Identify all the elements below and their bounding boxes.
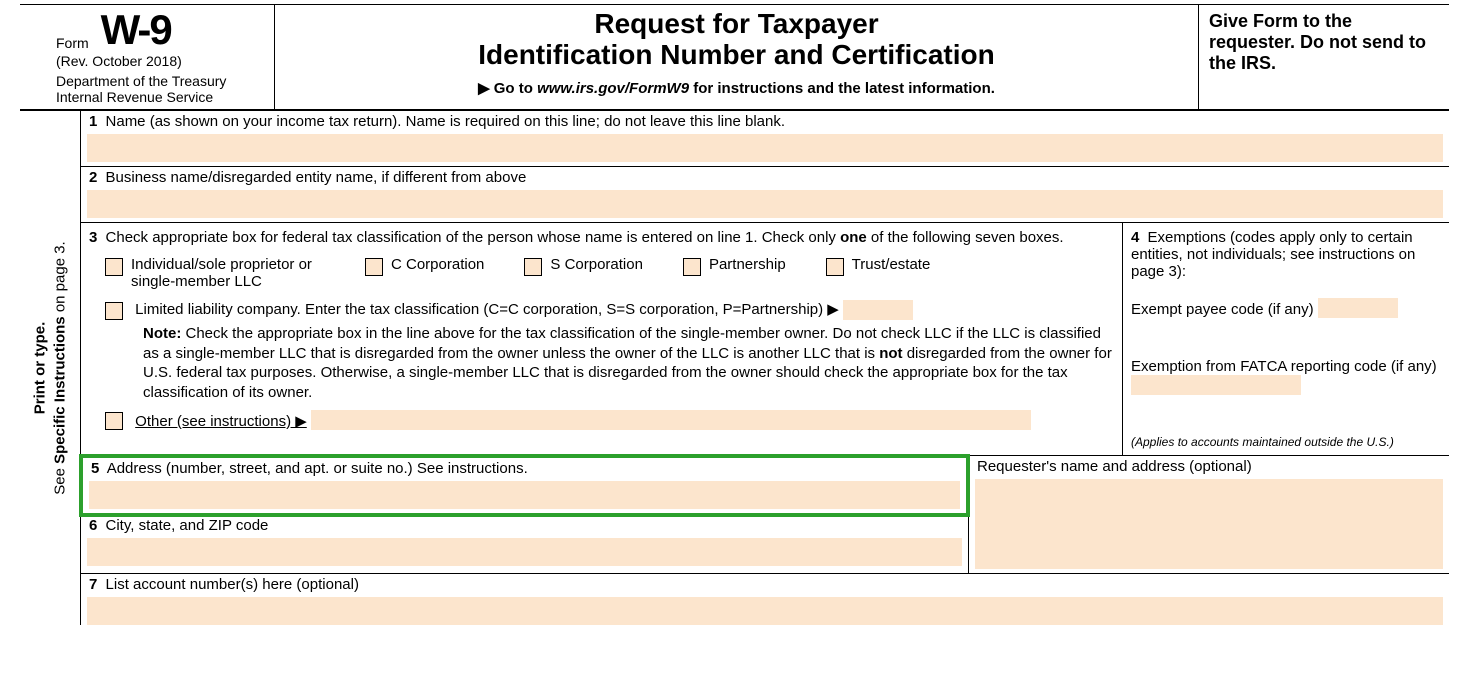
business-name-input[interactable]: [87, 190, 1443, 218]
row-1-num: 1: [89, 113, 97, 130]
row-4-label: Exemptions (codes apply only to certain …: [1131, 229, 1415, 280]
cb-individual-label: Individual/sole proprietor or single-mem…: [131, 256, 325, 290]
sidebar-line1: Print or type.: [32, 322, 49, 415]
row-3-num: 3: [89, 229, 97, 246]
fatca-note: (Applies to accounts maintained outside …: [1131, 435, 1441, 449]
requester-label: Requester's name and address (optional): [969, 456, 1449, 477]
address-section: 5 Address (number, street, and apt. or s…: [81, 456, 1449, 574]
goto-line: ▶ Go to www.irs.gov/FormW9 for instructi…: [285, 79, 1188, 97]
address-left: 5 Address (number, street, and apt. or s…: [81, 456, 968, 573]
row-4: 4 Exemptions (codes apply only to certai…: [1122, 223, 1449, 455]
row-2-label: Business name/disregarded entity name, i…: [106, 169, 527, 186]
other-input[interactable]: [311, 410, 1031, 430]
row-7-num: 7: [89, 576, 97, 593]
name-input[interactable]: [87, 134, 1443, 162]
cb-scorp[interactable]: [524, 258, 542, 276]
cb-individual[interactable]: [105, 258, 123, 276]
form-number: W-9: [101, 9, 171, 51]
llc-label: Limited liability company. Enter the tax…: [135, 301, 839, 318]
account-numbers-input[interactable]: [87, 597, 1443, 625]
other-row: Other (see instructions) ▶: [105, 410, 1114, 430]
goto-prefix: ▶ Go to: [478, 80, 537, 97]
llc-row: Limited liability company. Enter the tax…: [105, 300, 1114, 320]
exempt-payee-label: Exempt payee code (if any): [1131, 301, 1314, 318]
cb-trust-label: Trust/estate: [852, 256, 931, 273]
fatca-input[interactable]: [1131, 375, 1301, 395]
row-3-label-prefix: Check appropriate box for federal tax cl…: [106, 229, 841, 246]
row-3-label-suffix: of the following seven boxes.: [867, 229, 1064, 246]
requester-input[interactable]: [975, 479, 1443, 569]
row-5-highlighted: 5 Address (number, street, and apt. or s…: [79, 454, 970, 517]
classification-checkboxes: Individual/sole proprietor or single-mem…: [105, 256, 1114, 290]
row-6: 6 City, state, and ZIP code: [81, 515, 968, 566]
header-center: Request for Taxpayer Identification Numb…: [275, 5, 1199, 109]
goto-suffix: for instructions and the latest informat…: [689, 80, 995, 97]
cb-other[interactable]: [105, 412, 123, 430]
fatca-label: Exemption from FATCA reporting code (if …: [1131, 358, 1437, 375]
cb-ccorp[interactable]: [365, 258, 383, 276]
cb-partnership[interactable]: [683, 258, 701, 276]
row-2-num: 2: [89, 169, 97, 186]
cb-ccorp-label: C Corporation: [391, 256, 484, 273]
row-3-label-bold: one: [840, 229, 867, 246]
cb-llc[interactable]: [105, 302, 123, 320]
row-3-4: 3 Check appropriate box for federal tax …: [81, 223, 1449, 456]
llc-classification-input[interactable]: [843, 300, 913, 320]
sidebar-l2-suffix: on page 3.: [51, 241, 68, 316]
fatca-row: Exemption from FATCA reporting code (if …: [1131, 358, 1441, 395]
row-7-label: List account number(s) here (optional): [106, 576, 359, 593]
w9-form: Form W-9 (Rev. October 2018) Department …: [20, 4, 1449, 625]
row-4-num: 4: [1131, 229, 1139, 246]
note-bold: Note:: [143, 325, 181, 342]
form-title-2: Identification Number and Certification: [285, 40, 1188, 71]
cb-partnership-label: Partnership: [709, 256, 786, 273]
goto-url: www.irs.gov/FormW9: [537, 80, 689, 97]
header-left: Form W-9 (Rev. October 2018) Department …: [20, 5, 275, 109]
sidebar: Print or type. See Specific Instructions…: [20, 111, 81, 625]
sidebar-l2-bold: Specific Instructions: [51, 316, 68, 464]
row-6-label: City, state, and ZIP code: [106, 517, 269, 534]
sidebar-text: Print or type. See Specific Instructions…: [31, 241, 70, 494]
sidebar-l2-prefix: See: [51, 464, 68, 495]
row-5-label: Address (number, street, and apt. or sui…: [107, 460, 528, 477]
cb-scorp-label: S Corporation: [550, 256, 643, 273]
exempt-payee-input[interactable]: [1318, 298, 1398, 318]
row-7: 7 List account number(s) here (optional): [81, 574, 1449, 625]
row-1-label: Name (as shown on your income tax return…: [106, 113, 786, 130]
header-right: Give Form to the requester. Do not send …: [1199, 5, 1449, 109]
requester-box: Requester's name and address (optional): [968, 456, 1449, 573]
form-title-1: Request for Taxpayer: [285, 9, 1188, 40]
row-2: 2 Business name/disregarded entity name,…: [81, 167, 1449, 223]
address-input[interactable]: [89, 481, 960, 509]
llc-note: Note: Check the appropriate box in the l…: [143, 324, 1114, 402]
row-3: 3 Check appropriate box for federal tax …: [81, 223, 1122, 455]
note-bold2: not: [879, 345, 902, 362]
dept-line2: Internal Revenue Service: [56, 89, 266, 105]
row-6-num: 6: [89, 517, 97, 534]
dept-line1: Department of the Treasury: [56, 73, 266, 89]
city-state-zip-input[interactable]: [87, 538, 962, 566]
form-label: Form: [56, 35, 89, 51]
row-1: 1 Name (as shown on your income tax retu…: [81, 111, 1449, 167]
content: 1 Name (as shown on your income tax retu…: [81, 111, 1449, 625]
other-label: Other (see instructions) ▶: [135, 413, 307, 430]
form-header: Form W-9 (Rev. October 2018) Department …: [20, 5, 1449, 111]
form-body: Print or type. See Specific Instructions…: [20, 111, 1449, 625]
cb-trust[interactable]: [826, 258, 844, 276]
revision-date: (Rev. October 2018): [56, 53, 266, 69]
row-5-num: 5: [91, 460, 99, 477]
exempt-payee-row: Exempt payee code (if any): [1131, 298, 1441, 318]
